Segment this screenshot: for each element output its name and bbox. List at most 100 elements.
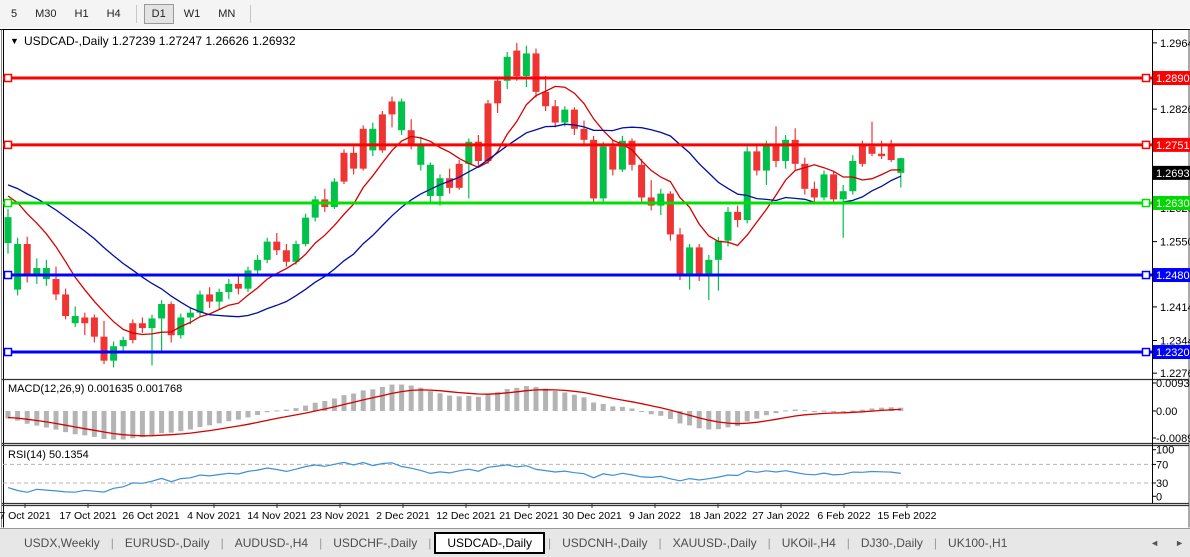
candle-body — [782, 139, 790, 161]
candle-body — [436, 178, 444, 197]
badge-bg — [1153, 71, 1190, 86]
tab-scroll-right-icon[interactable]: ► — [1175, 538, 1184, 548]
macd-signal-line — [7, 389, 901, 437]
macd-histogram-bar — [283, 409, 289, 411]
tab-uk100-h1[interactable]: UK100-,H1 — [948, 536, 1008, 550]
tab-audusd-h4[interactable]: AUDUSD-,H4 — [234, 536, 309, 550]
macd-histogram-bar — [34, 411, 40, 426]
horizontal-level-line-1.27515[interactable] — [3, 140, 1152, 150]
macd-histogram-bar — [600, 403, 606, 411]
line-drag-handle[interactable] — [1141, 270, 1151, 280]
tab-eurusd-daily[interactable]: EURUSD-,Daily — [124, 536, 210, 550]
symbol-dropdown-icon[interactable]: ▼ — [10, 36, 19, 46]
candle-body — [830, 174, 838, 200]
macd-histogram-bar — [293, 408, 299, 411]
macd-histogram-bar — [696, 411, 702, 429]
macd-histogram-bar — [533, 386, 539, 411]
horizontal-level-line-1.28908[interactable] — [3, 73, 1152, 83]
toolbar-separator — [250, 5, 252, 23]
timeframe-button-mn[interactable]: MN — [218, 8, 236, 20]
candle-body — [810, 188, 818, 198]
date-tick-label: 6 Feb 2022 — [817, 510, 870, 522]
macd-histogram-bar — [91, 411, 97, 437]
tab-separator: | — [548, 536, 552, 550]
candle-body — [398, 101, 406, 131]
timeframe-button-h4[interactable]: H4 — [106, 8, 121, 20]
current-price-badge: 1.26932 — [1153, 165, 1190, 180]
macd-histogram-bar — [773, 411, 779, 414]
tab-usdchf-daily[interactable]: USDCHF-,Daily — [333, 536, 418, 550]
line-drag-handle[interactable] — [3, 198, 13, 208]
candle-body — [14, 244, 22, 290]
timeframe-button-5[interactable]: 5 — [11, 8, 18, 20]
timeframe-button-d1[interactable]: D1 — [143, 4, 174, 24]
macd-histogram-bar — [159, 411, 165, 434]
line-drag-handle[interactable] — [1141, 198, 1151, 208]
candle-body — [542, 91, 550, 107]
level-price-badge: 1.28908 — [1153, 71, 1190, 86]
timeframe-button-w1[interactable]: W1 — [183, 8, 201, 20]
chart-title-text: USDCAD-,Daily 1.27239 1.27247 1.26626 1.… — [24, 34, 296, 48]
price-chart-canvas[interactable]: 1.296401.282601.262001.255001.241401.234… — [0, 28, 1190, 528]
line-drag-handle[interactable] — [3, 270, 13, 280]
macd-axis-label: 0.00 — [1156, 406, 1177, 418]
macd-histogram-bar — [591, 402, 597, 411]
macd-histogram-bar — [72, 411, 78, 435]
candle-body — [897, 158, 905, 173]
line-drag-handle[interactable] — [1141, 347, 1151, 357]
date-tick-label: 14 Nov 2021 — [247, 510, 307, 522]
macd-histogram-bar — [447, 395, 453, 411]
candle-body — [455, 163, 463, 188]
tab-usdcad-daily[interactable]: USDCAD-,Daily — [434, 532, 546, 554]
chart-background — [0, 28, 1190, 528]
horizontal-level-line-1.24804[interactable] — [3, 270, 1152, 280]
line-drag-handle[interactable] — [3, 73, 13, 83]
macd-histogram-bar — [437, 393, 443, 411]
line-drag-handle[interactable] — [3, 347, 13, 357]
timeframe-button-m30[interactable]: M30 — [35, 8, 57, 20]
candle-body — [743, 151, 751, 221]
tab-xauusd-daily[interactable]: XAUUSD-,Daily — [672, 536, 757, 550]
macd-histogram-bar — [331, 398, 337, 411]
date-axis: 7 Oct 2021 17 Oct 2021 26 Oct 2021 4 Nov 20… — [0, 503, 937, 522]
macd-histogram-bar — [514, 387, 520, 411]
macd-histogram-bar — [552, 390, 558, 411]
macd-histogram-bar — [101, 411, 107, 440]
tab-usdcnh-daily[interactable]: USDCNH-,Daily — [562, 536, 648, 550]
date-tick-label: 4 Nov 2021 — [187, 510, 241, 522]
badge-bg — [1153, 196, 1190, 211]
candle-body — [494, 80, 502, 104]
macd-histogram-bar — [303, 405, 309, 411]
tab-separator: | — [110, 536, 114, 550]
candle-body — [186, 312, 194, 318]
candle-body — [513, 50, 521, 76]
date-tick-label: 7 Oct 2021 — [0, 510, 51, 522]
macd-histogram-bar — [504, 389, 510, 411]
line-drag-handle[interactable] — [3, 140, 13, 150]
macd-histogram-bar — [312, 402, 318, 411]
line-drag-handle[interactable] — [1141, 73, 1151, 83]
macd-histogram-bar — [216, 411, 222, 424]
tab-dj30-daily[interactable]: DJ30-,Daily — [860, 536, 923, 550]
macd-histogram-bar — [898, 407, 904, 411]
tab-ukoil-h4[interactable]: UKOil-,H4 — [781, 536, 836, 550]
horizontal-level-line-1.26304[interactable] — [3, 198, 1152, 208]
macd-histogram-bar — [456, 396, 462, 411]
candle-body — [532, 53, 540, 92]
timeframe-button-h1[interactable]: H1 — [74, 8, 89, 20]
candle-body — [254, 259, 262, 271]
candle-body — [676, 234, 684, 275]
horizontal-level-line-1.23200[interactable] — [3, 347, 1152, 357]
tab-scroll-left-icon[interactable]: ◄ — [1150, 538, 1160, 548]
candle-body — [609, 146, 617, 170]
candle-body — [417, 144, 425, 165]
macd-histogram-bar — [619, 406, 625, 411]
macd-axis-label: -0.00890 — [1156, 433, 1190, 445]
candle-body — [129, 323, 137, 341]
line-drag-handle[interactable] — [1141, 140, 1151, 150]
chart-area: 1.296401.282601.262001.255001.241401.234… — [0, 28, 1190, 528]
tab-usdx-weekly[interactable]: USDX,Weekly — [24, 536, 100, 550]
macd-histogram-bar — [581, 397, 587, 411]
candle-body — [628, 140, 636, 165]
macd-histogram-bar — [725, 411, 731, 428]
